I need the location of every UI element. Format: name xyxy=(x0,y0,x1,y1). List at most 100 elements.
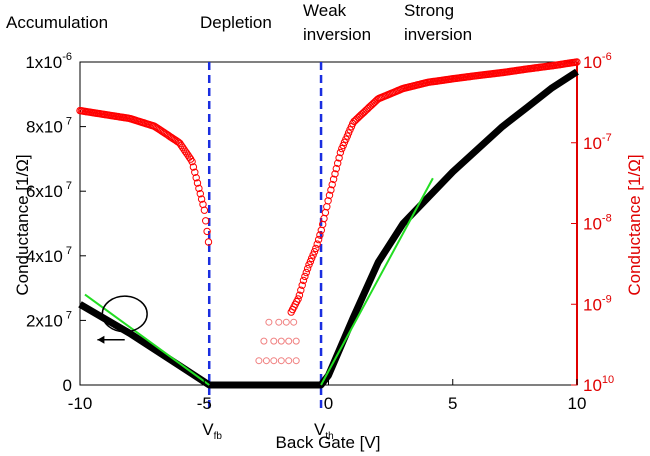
log-series-point-88 xyxy=(196,190,205,198)
log-series-point-126 xyxy=(329,175,338,184)
log-series-point-115 xyxy=(314,235,323,244)
y-left-tick-exp-3: 7 xyxy=(63,180,72,192)
annotation-ellipse xyxy=(101,295,148,333)
log-series-point-116 xyxy=(316,231,324,239)
x-tick-label-4: 10 xyxy=(568,394,587,413)
log-series-point-113 xyxy=(312,244,320,253)
log-scatter-point-20 xyxy=(285,337,293,345)
log-series-point-107 xyxy=(303,264,312,273)
x-tick-label-2: 0 xyxy=(324,394,333,413)
log-series-point-125 xyxy=(328,180,336,189)
y-left-tick-exp-2: 7 xyxy=(63,245,72,257)
log-scatter-point-19 xyxy=(277,337,285,345)
log-series-point-92 xyxy=(202,217,210,225)
log-series-point-131 xyxy=(336,148,345,157)
x-tick-label-1: -5 xyxy=(197,394,212,413)
annotation-arrow-head xyxy=(97,335,105,344)
log-series-point-114 xyxy=(313,240,321,248)
log-scatter-point-21 xyxy=(292,337,300,345)
log-series-point-106 xyxy=(302,268,310,277)
y-right-tick-label-1: 10-9 xyxy=(583,293,612,314)
log-series-point-104 xyxy=(299,276,308,285)
log-scatter-point-16 xyxy=(292,357,300,365)
y-left-tick-label-0: 0 xyxy=(63,376,72,395)
log-series-point-124 xyxy=(327,186,335,194)
y-right-tick-exp-3: -7 xyxy=(602,132,612,144)
y-left-tick-exp-4: 7 xyxy=(63,116,72,128)
plot-frame xyxy=(79,61,578,386)
log-series-point-91 xyxy=(200,206,209,214)
regime-depletion-label: Depletion xyxy=(200,13,272,32)
log-series-point-129 xyxy=(334,159,342,167)
log-series-point-83 xyxy=(189,163,198,171)
log-scatter-point-11 xyxy=(255,357,263,365)
y-right-tick-label-0: 1010 xyxy=(583,374,614,395)
fit-line-0 xyxy=(84,293,210,386)
log-series-point-123 xyxy=(325,191,334,200)
y-left-tick-exp-5: -6 xyxy=(62,51,72,63)
log-series-point-122 xyxy=(324,197,332,205)
regime-accumulation-label: Accumulation xyxy=(6,13,108,32)
y-right-tick-label-2: 10-8 xyxy=(583,213,612,234)
log-series-point-82 xyxy=(188,157,196,166)
log-series-point-111 xyxy=(309,251,317,259)
log-series-point-112 xyxy=(310,248,319,256)
log-series-point-103 xyxy=(298,281,306,289)
log-series-point-84 xyxy=(191,168,199,177)
log-series-point-93 xyxy=(203,227,211,236)
log-series-point-101 xyxy=(295,291,304,299)
y-right-tick-exp-0: 10 xyxy=(602,374,614,386)
fit-line-1 xyxy=(320,177,434,386)
log-scatter-point-23 xyxy=(275,318,283,326)
x-axis-title: Back Gate [V] xyxy=(276,433,381,452)
y-right-tick-label-4: 10-6 xyxy=(583,51,612,72)
log-series-point-100 xyxy=(294,295,302,303)
log-scatter-point-14 xyxy=(277,357,285,365)
y-axis-title-left: Conductance [1/Ω] xyxy=(13,154,32,295)
linear-series-line xyxy=(78,68,579,389)
log-series-point-102 xyxy=(297,286,305,294)
vertical-line-label-sub-1: th xyxy=(325,431,333,442)
y-left-tick-label-1: 2x10 7 xyxy=(26,309,72,330)
log-scatter-point-13 xyxy=(270,357,278,365)
y-left-tick-label-3: 6x10 7 xyxy=(26,180,72,201)
log-series-point-120 xyxy=(321,208,330,217)
y-left-tick-label-5: 1x10-6 xyxy=(25,51,72,72)
log-scatter-point-15 xyxy=(285,357,293,365)
y-right-tick-label-3: 10-7 xyxy=(583,132,612,153)
regime-weak-inversion-label-line2: inversion xyxy=(303,25,371,44)
log-scatter-point-17 xyxy=(260,337,268,345)
log-series-point-105 xyxy=(301,272,309,281)
log-series-point-110 xyxy=(308,254,316,262)
regime-weak-inversion-label: Weak xyxy=(303,1,347,20)
y-left-tick-exp-1: 7 xyxy=(63,309,72,321)
x-tick-label-0: -10 xyxy=(68,394,93,413)
regime-strong-inversion-label-line2: inversion xyxy=(404,25,472,44)
log-series-point-121 xyxy=(323,203,331,211)
vertical-line-label-sub-0: fb xyxy=(214,431,223,442)
log-scatter-point-24 xyxy=(282,318,290,326)
log-scatter-point-18 xyxy=(270,337,278,345)
log-series-point-109 xyxy=(306,257,315,266)
log-series-point-136 xyxy=(343,132,351,140)
log-series-point-87 xyxy=(195,184,203,193)
y-axis-title-right: Conductance [1/Ω] xyxy=(625,154,644,295)
log-series-point-130 xyxy=(335,154,343,162)
log-series-point-89 xyxy=(197,195,206,203)
log-series-point-127 xyxy=(331,170,339,178)
y-right-tick-exp-1: -9 xyxy=(602,293,612,305)
y-left-tick-label-2: 4x10 7 xyxy=(26,245,72,266)
vertical-line-label-0: Vfb xyxy=(202,420,222,442)
regime-strong-inversion-label: Strong xyxy=(404,1,454,20)
log-scatter-point-12 xyxy=(262,357,270,365)
log-series-point-128 xyxy=(332,164,340,173)
log-scatter-point-22 xyxy=(265,318,273,326)
log-series-point-86 xyxy=(193,179,202,187)
log-series-point-94 xyxy=(204,238,213,246)
log-scatter-point-25 xyxy=(290,318,298,326)
log-series-point-133 xyxy=(339,141,347,150)
log-series-point-85 xyxy=(192,174,200,182)
y-left-tick-label-4: 8x10 7 xyxy=(26,116,72,137)
y-right-tick-exp-2: -8 xyxy=(602,213,612,225)
